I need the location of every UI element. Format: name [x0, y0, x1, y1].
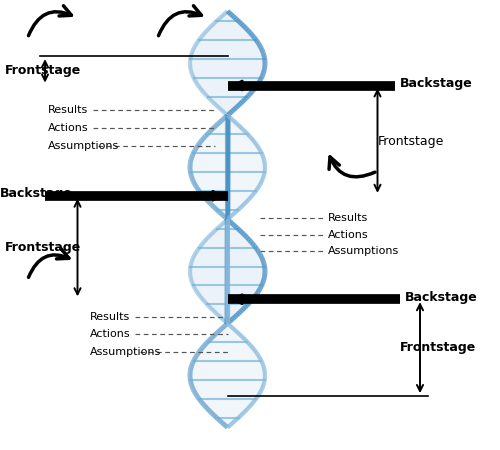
Text: Actions: Actions: [328, 230, 368, 240]
Text: Results: Results: [90, 312, 130, 322]
Text: Assumptions: Assumptions: [90, 347, 161, 357]
Text: Backstage: Backstage: [400, 77, 473, 90]
Text: Results: Results: [328, 213, 368, 223]
Text: Frontstage: Frontstage: [5, 241, 81, 254]
FancyArrowPatch shape: [28, 6, 72, 36]
Text: Frontstage: Frontstage: [5, 64, 81, 77]
Text: Assumptions: Assumptions: [48, 141, 119, 151]
Text: Actions: Actions: [48, 123, 88, 133]
Text: Backstage: Backstage: [405, 291, 478, 303]
Text: Actions: Actions: [90, 329, 130, 339]
FancyArrowPatch shape: [158, 6, 202, 36]
Text: Frontstage: Frontstage: [378, 135, 444, 148]
Text: Assumptions: Assumptions: [328, 246, 399, 256]
Text: Frontstage: Frontstage: [400, 341, 476, 354]
FancyArrowPatch shape: [329, 157, 375, 177]
Text: Backstage: Backstage: [0, 187, 73, 200]
Text: Results: Results: [48, 105, 88, 115]
FancyArrowPatch shape: [28, 249, 69, 277]
